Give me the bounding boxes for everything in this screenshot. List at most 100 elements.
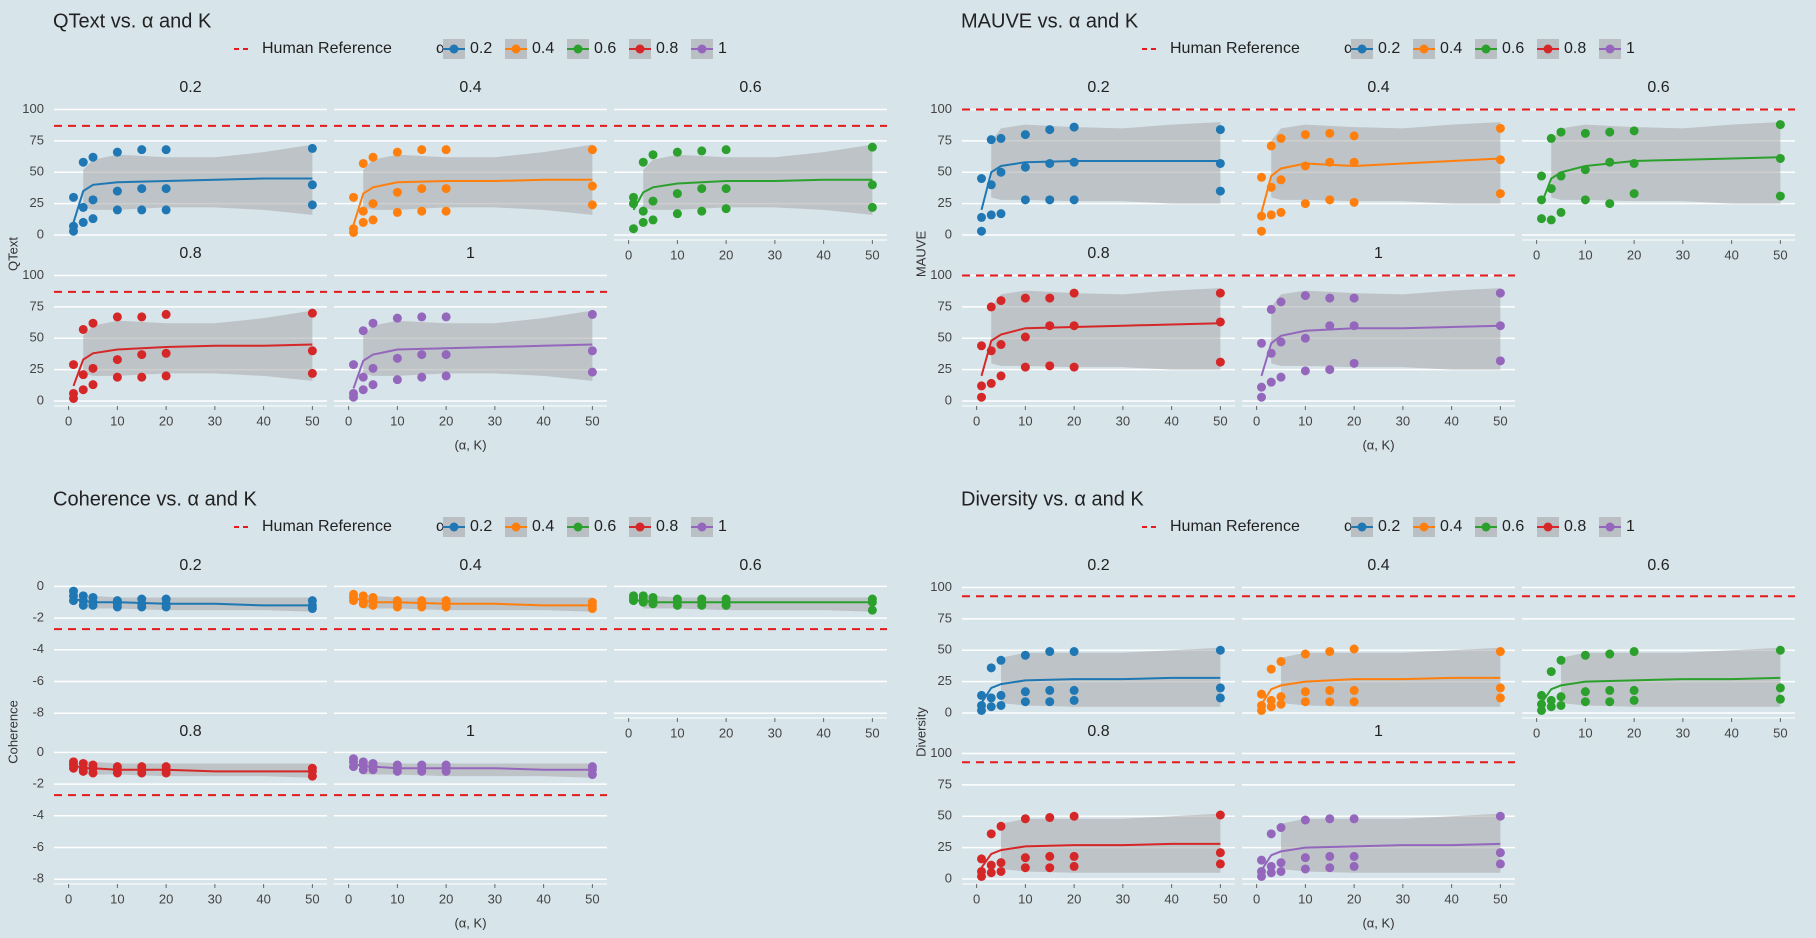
point	[1266, 829, 1276, 839]
y-tick-label: -2	[32, 776, 44, 791]
fit-line	[1540, 676, 1781, 704]
point	[996, 700, 1006, 710]
x-tick-label: 50	[1493, 413, 1507, 428]
point	[88, 318, 98, 328]
point	[1276, 866, 1286, 876]
confidence-band	[1551, 122, 1781, 204]
point	[986, 180, 996, 190]
x-tick-label: 20	[439, 891, 453, 906]
point	[1257, 226, 1266, 236]
point	[1257, 700, 1266, 710]
point	[417, 184, 427, 194]
point	[1325, 814, 1335, 824]
legend-key-point	[635, 522, 645, 532]
confidence-band	[1001, 647, 1221, 707]
point	[161, 348, 171, 358]
point	[977, 866, 986, 876]
legend-label: 0.6	[1502, 40, 1524, 57]
point	[112, 602, 122, 612]
point	[161, 205, 171, 215]
point	[1605, 127, 1615, 137]
x-tick-label: 30	[1116, 413, 1130, 428]
point	[88, 214, 98, 224]
x-tick-label: 10	[390, 891, 404, 906]
strip-label: 0.4	[1367, 557, 1389, 574]
point	[697, 206, 707, 216]
point	[1580, 650, 1590, 660]
x-tick-label: 30	[488, 891, 502, 906]
point	[587, 145, 597, 155]
strip-label: 1	[466, 723, 475, 740]
point	[672, 147, 682, 157]
legend-key-point	[1543, 522, 1553, 532]
point	[587, 770, 597, 780]
point	[307, 143, 317, 153]
point	[629, 224, 638, 234]
legend-label: 0.4	[1440, 518, 1462, 535]
x-tick-label: 30	[768, 725, 782, 740]
point	[161, 602, 171, 612]
legend-key-point	[1605, 522, 1615, 532]
strip-label: 1	[466, 245, 475, 262]
legend-label: 0.8	[1564, 518, 1586, 535]
x-tick-label: 10	[1578, 247, 1592, 262]
point	[1349, 157, 1359, 167]
x-tick-label: 0	[1253, 891, 1260, 906]
strip-label: 0.6	[1647, 79, 1669, 96]
legend-label: 0.8	[656, 40, 678, 57]
x-tick-label: 50	[865, 725, 879, 740]
x-tick-label: 40	[816, 725, 830, 740]
point	[1257, 338, 1266, 348]
point	[1325, 195, 1335, 205]
point	[1349, 685, 1359, 695]
point	[1325, 863, 1335, 873]
x-tick-label: 20	[719, 725, 733, 740]
point	[137, 768, 147, 778]
point	[1069, 157, 1079, 167]
x-tick-label: 40	[1164, 413, 1178, 428]
point	[1020, 814, 1030, 824]
point	[629, 192, 638, 202]
point	[1325, 365, 1335, 375]
x-tick-label: 20	[719, 247, 733, 262]
point	[629, 596, 638, 606]
y-tick-label: 100	[930, 101, 952, 116]
point	[1556, 700, 1566, 710]
point	[1215, 848, 1225, 858]
point	[996, 866, 1006, 876]
point	[441, 184, 451, 194]
point	[638, 597, 648, 607]
confidence-band	[1271, 122, 1501, 204]
point	[1580, 687, 1590, 697]
point	[977, 174, 986, 184]
point	[1495, 683, 1505, 693]
point	[986, 693, 996, 703]
point	[1495, 811, 1505, 821]
x-tick-label: 50	[1773, 247, 1787, 262]
point	[1325, 697, 1335, 707]
legend-label: 0.2	[470, 40, 492, 57]
point	[78, 202, 88, 212]
point	[587, 181, 597, 191]
legend-key-point	[1357, 522, 1367, 532]
point	[137, 350, 147, 360]
confidence-band	[991, 122, 1221, 204]
x-tick-label: 30	[1116, 891, 1130, 906]
x-tick-label: 40	[1724, 247, 1738, 262]
legend-label: 0.6	[594, 40, 616, 57]
y-tick-label: 0	[945, 226, 952, 241]
x-tick-label: 30	[768, 247, 782, 262]
point	[977, 392, 986, 402]
point	[1629, 126, 1639, 136]
x-tick-label: 10	[110, 891, 124, 906]
point	[986, 829, 996, 839]
point	[1276, 823, 1286, 833]
y-tick-label: 75	[938, 132, 952, 147]
x-tick-label: 0	[625, 725, 632, 740]
panel: 0.4	[1242, 557, 1515, 715]
point	[1045, 195, 1055, 205]
point	[1546, 215, 1556, 225]
point	[977, 381, 986, 391]
x-tick-label: 0	[973, 891, 980, 906]
